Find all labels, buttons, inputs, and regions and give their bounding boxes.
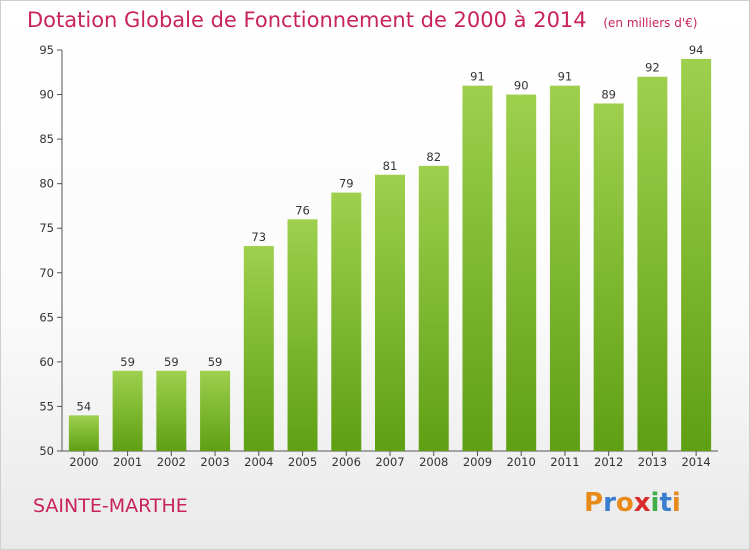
x-tick-label: 2012 [594,455,623,469]
bar [68,415,99,451]
place-name: SAINTE-MARTHE [33,495,188,517]
value-labels: 54 59 59 59 73 76 79 81 82 91 90 91 89 92 94 [77,43,704,413]
x-tick-label: 2013 [638,455,667,469]
bar-value-label: 89 [601,87,616,101]
bar [462,85,493,452]
bar [593,103,624,451]
proxiti-logo: Proxiti [584,488,681,518]
bar-value-label: 91 [470,70,485,84]
x-tick-label: 2003 [200,455,229,469]
bar-value-label: 59 [164,355,179,369]
x-tick-label: 2010 [507,455,536,469]
bar [549,85,580,452]
x-tick-label: 2008 [419,455,448,469]
bar [506,94,537,452]
logo-letter: i [671,488,681,518]
x-tick-label: 2001 [113,455,142,469]
bar-value-label: 59 [208,355,223,369]
chart-title: Dotation Globale de Fonctionnement de 20… [27,8,697,32]
bar [200,370,231,451]
x-tick-label: 2011 [550,455,579,469]
y-tick-label: 90 [39,88,54,102]
bar [243,246,274,451]
y-tick-label: 55 [39,399,54,413]
x-tick-label: 2004 [244,455,273,469]
bar [112,370,143,451]
bar-value-label: 94 [689,43,704,57]
logo-letter: o [615,488,634,518]
bar-value-label: 59 [120,355,135,369]
bar-value-label: 91 [558,70,573,84]
bar-value-label: 82 [426,150,441,164]
bar [681,58,712,452]
bar [156,370,187,451]
x-tick-label: 2002 [157,455,186,469]
x-tick-label: 2005 [288,455,317,469]
y-tick-label: 50 [39,444,54,458]
bar [637,76,668,451]
bar-value-label: 81 [383,159,398,173]
chart-title-text: Dotation Globale de Fonctionnement de 20… [27,8,587,32]
y-tick-label: 75 [39,221,54,235]
logo-letter: P [584,488,604,518]
bar-value-label: 76 [295,203,310,217]
y-tick-label: 70 [39,266,54,280]
y-tick-label: 95 [39,43,54,57]
x-tick-label: 2006 [332,455,361,469]
bar [375,174,405,451]
chart-unit: (en milliers d'€) [603,16,698,30]
x-tick-label: 2007 [375,455,404,469]
bar-value-label: 79 [339,177,354,191]
logo-letter: t [659,488,672,518]
bar-value-label: 73 [251,230,266,244]
bar [418,165,449,451]
bar [331,192,362,452]
bar [287,219,318,451]
y-tick-label: 85 [39,132,54,146]
logo-letter: x [633,488,651,518]
logo-letter: i [650,488,660,518]
bar-value-label: 54 [77,399,92,413]
x-tick-label: 2014 [681,455,710,469]
x-tick-label: 2000 [69,455,98,469]
x-tick-label: 2009 [463,455,492,469]
logo-letter: r [603,488,616,518]
bar-value-label: 92 [645,61,660,75]
bar-value-label: 90 [514,79,529,93]
y-tick-label: 65 [39,310,54,324]
y-tick-label: 80 [39,177,54,191]
bars [68,58,712,452]
y-tick-label: 60 [39,355,54,369]
